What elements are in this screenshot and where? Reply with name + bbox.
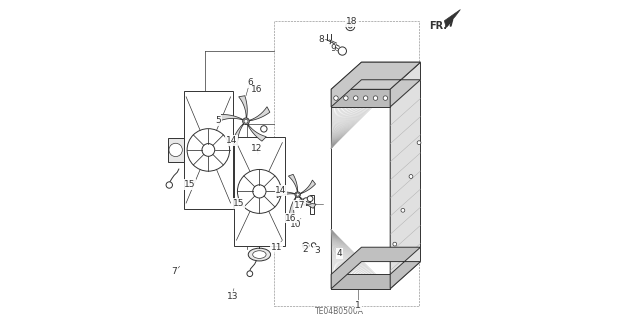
Polygon shape bbox=[444, 10, 460, 27]
Circle shape bbox=[296, 193, 300, 196]
Circle shape bbox=[383, 96, 388, 100]
Text: 14: 14 bbox=[275, 186, 287, 195]
Text: 2: 2 bbox=[303, 245, 308, 254]
Circle shape bbox=[344, 96, 348, 100]
Polygon shape bbox=[390, 62, 420, 289]
Text: 9: 9 bbox=[330, 44, 335, 53]
Polygon shape bbox=[239, 96, 247, 118]
Circle shape bbox=[295, 192, 300, 197]
Bar bbox=[331, 89, 390, 289]
Circle shape bbox=[348, 24, 352, 28]
Polygon shape bbox=[300, 180, 316, 194]
Circle shape bbox=[303, 198, 310, 205]
Text: 4: 4 bbox=[337, 249, 342, 258]
Circle shape bbox=[353, 96, 358, 100]
Ellipse shape bbox=[253, 251, 266, 258]
Text: TE04B0500A: TE04B0500A bbox=[315, 308, 364, 316]
Text: 15: 15 bbox=[184, 180, 196, 189]
Circle shape bbox=[393, 242, 397, 246]
Circle shape bbox=[312, 243, 316, 247]
Polygon shape bbox=[277, 192, 295, 198]
Circle shape bbox=[417, 141, 421, 145]
Text: 16: 16 bbox=[285, 214, 296, 223]
Polygon shape bbox=[289, 174, 298, 192]
Circle shape bbox=[260, 126, 267, 132]
Circle shape bbox=[346, 22, 355, 31]
Polygon shape bbox=[300, 197, 316, 208]
Circle shape bbox=[401, 208, 405, 212]
Polygon shape bbox=[220, 115, 243, 121]
Circle shape bbox=[243, 118, 250, 124]
Circle shape bbox=[333, 96, 338, 100]
Circle shape bbox=[338, 47, 346, 55]
Text: FR.: FR. bbox=[429, 20, 447, 31]
Text: 1: 1 bbox=[355, 301, 361, 310]
Circle shape bbox=[364, 96, 368, 100]
Text: 12: 12 bbox=[251, 145, 262, 153]
Bar bbox=[234, 137, 285, 246]
Text: 3: 3 bbox=[314, 246, 320, 255]
Circle shape bbox=[373, 96, 378, 100]
Text: 8: 8 bbox=[318, 35, 324, 44]
Polygon shape bbox=[331, 62, 420, 89]
Text: 15: 15 bbox=[232, 199, 244, 208]
Text: 11: 11 bbox=[271, 243, 283, 252]
Bar bbox=[331, 89, 390, 107]
Bar bbox=[331, 274, 390, 289]
Text: 16: 16 bbox=[252, 85, 263, 94]
Text: 13: 13 bbox=[227, 292, 238, 300]
Ellipse shape bbox=[248, 248, 271, 261]
Text: 10: 10 bbox=[291, 220, 302, 229]
Circle shape bbox=[253, 185, 266, 198]
Circle shape bbox=[166, 182, 172, 188]
Text: 7: 7 bbox=[172, 267, 177, 276]
Circle shape bbox=[307, 196, 313, 202]
Circle shape bbox=[247, 271, 253, 277]
Bar bbox=[310, 195, 314, 214]
Circle shape bbox=[244, 119, 248, 123]
Text: 17: 17 bbox=[294, 201, 305, 210]
Text: 5: 5 bbox=[215, 116, 221, 125]
Polygon shape bbox=[232, 124, 244, 145]
Bar bbox=[184, 91, 233, 209]
Text: 14: 14 bbox=[226, 136, 237, 145]
Polygon shape bbox=[248, 124, 266, 141]
Polygon shape bbox=[331, 62, 420, 107]
Text: 6: 6 bbox=[247, 78, 253, 87]
Polygon shape bbox=[289, 197, 296, 215]
Circle shape bbox=[409, 174, 413, 178]
Circle shape bbox=[202, 144, 215, 156]
Text: 18: 18 bbox=[346, 17, 357, 26]
Polygon shape bbox=[250, 107, 270, 121]
Bar bbox=[168, 138, 184, 162]
Circle shape bbox=[169, 143, 182, 157]
Circle shape bbox=[303, 242, 309, 249]
Polygon shape bbox=[331, 247, 420, 289]
